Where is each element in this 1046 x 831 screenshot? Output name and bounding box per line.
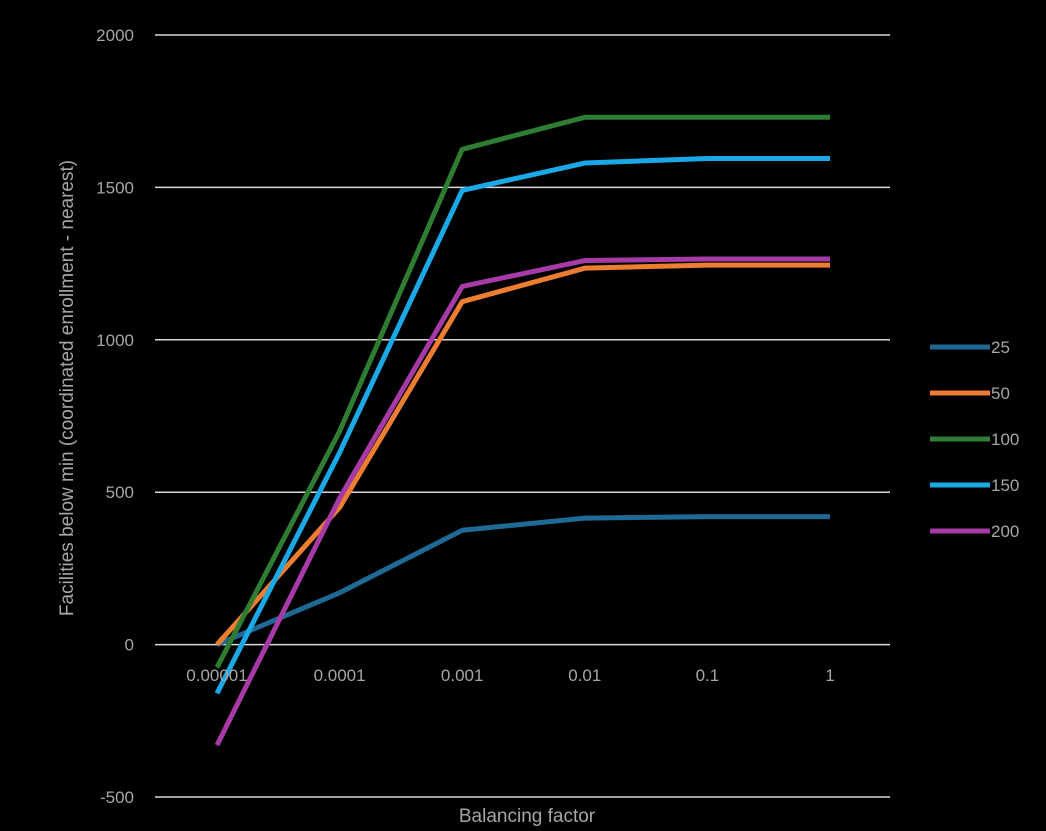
y-axis-ticks: 2000 1500 1000 500 0 -500 [96, 26, 134, 807]
y-tick-label: 1500 [96, 178, 134, 197]
x-axis-ticks: 0.00001 0.0001 0.001 0.01 0.1 1 [186, 666, 834, 685]
series-line-25 [216, 514, 830, 647]
y-tick-label: 2000 [96, 26, 134, 45]
x-tick-label: 0.00001 [186, 666, 247, 685]
x-axis-title: Balancing factor [459, 806, 596, 827]
y-tick-label: 1000 [96, 331, 134, 350]
y-tick-label: 500 [106, 483, 134, 502]
legend-label-50: 50 [991, 384, 1010, 403]
series-line-150 [214, 155, 830, 695]
y-axis-title: Facilities below min (coordinated enroll… [57, 160, 78, 616]
x-tick-label: 0.001 [441, 666, 484, 685]
x-tick-label: 1 [825, 666, 834, 685]
legend-label-150: 150 [991, 476, 1019, 495]
series-line-50 [215, 262, 830, 647]
series-line-200 [214, 256, 830, 747]
legend-label-25: 25 [991, 338, 1010, 357]
series-lines [214, 114, 830, 747]
series-line-100 [214, 114, 830, 669]
x-tick-label: 0.1 [696, 666, 720, 685]
y-tick-label: -500 [100, 788, 134, 807]
x-tick-label: 0.01 [568, 666, 601, 685]
x-tick-label: 0.0001 [314, 666, 366, 685]
legend-label-200: 200 [991, 522, 1019, 541]
legend: 25 50 100 150 200 [930, 338, 1019, 541]
y-tick-label: 0 [125, 636, 134, 655]
gridlines [155, 34, 890, 798]
legend-label-100: 100 [991, 430, 1019, 449]
